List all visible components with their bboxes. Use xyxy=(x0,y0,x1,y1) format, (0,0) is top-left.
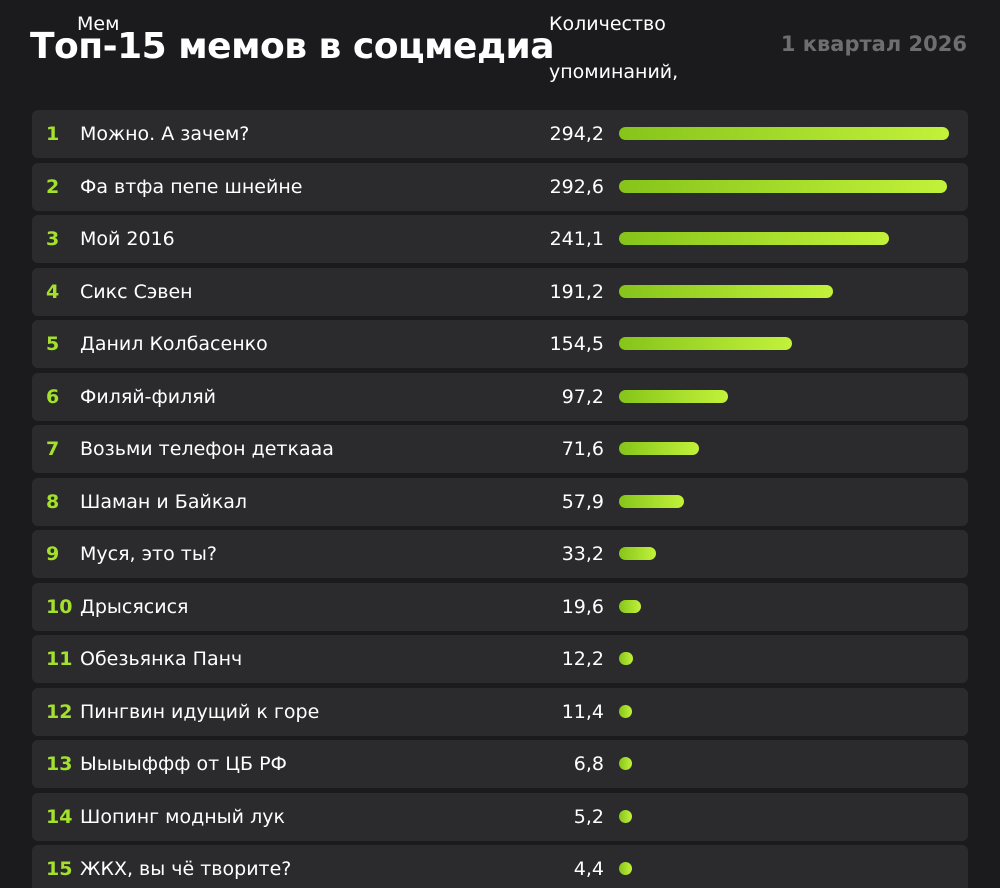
data-label: 6,8 xyxy=(573,753,604,775)
data-label: 57,9 xyxy=(561,490,604,513)
bar xyxy=(619,757,632,770)
category-label: Шопинг модный лук xyxy=(80,805,285,828)
bar xyxy=(619,179,948,193)
bar xyxy=(619,442,700,455)
data-label: 5,2 xyxy=(573,805,604,828)
chart-row: 6 Филяй-филяй 97,2 xyxy=(32,372,968,421)
rank-label: 3 xyxy=(46,228,60,250)
rank-label: 4 xyxy=(46,280,60,303)
data-label: 4,4 xyxy=(573,858,604,880)
rank-label: 5 xyxy=(46,333,60,355)
bar xyxy=(619,599,641,613)
chart-row: 12 Пингвин идущий к горе 11,4 xyxy=(32,687,968,736)
chart-row: 10 Дрысясися 19,6 xyxy=(32,582,968,631)
category-label: Шаман и Байкал xyxy=(80,490,248,513)
chart-row: 11 Обезьянка Панч 12,2 xyxy=(32,635,968,683)
data-label: 11,4 xyxy=(561,700,604,723)
rank-label: 14 xyxy=(46,805,73,828)
data-label: 71,6 xyxy=(561,438,604,460)
category-label: Дрысясися xyxy=(80,595,189,618)
bar xyxy=(619,547,657,560)
rank-label: 10 xyxy=(46,595,73,618)
chart-row: 7 Возьми телефон деткааа 71,6 xyxy=(32,425,968,473)
data-label: 154,5 xyxy=(549,333,604,355)
bar xyxy=(619,389,729,403)
bar xyxy=(619,494,684,508)
chart-row: 4 Сикс Сэвен 191,2 xyxy=(32,267,968,316)
chart-row: 8 Шаман и Байкал 57,9 xyxy=(32,477,968,526)
rank-label: 12 xyxy=(46,700,73,723)
chart-row: 14 Шопинг модный лук 5,2 xyxy=(32,792,968,841)
rank-label: 15 xyxy=(46,858,73,880)
category-label: Филяй-филяй xyxy=(80,385,216,408)
chart-row: 1 Можно. А зачем? 294,2 xyxy=(32,110,968,158)
bar-rows: 1 Можно. А зачем? 294,2 2 Фа втфа пепе шнейн… xyxy=(32,110,968,888)
bar xyxy=(619,704,632,718)
chart-row: 2 Фа втфа пепе шнейне 292,6 xyxy=(32,162,968,211)
rank-label: 1 xyxy=(46,123,60,145)
bar xyxy=(619,652,633,665)
rank-label: 9 xyxy=(46,543,60,565)
rank-label: 8 xyxy=(46,490,60,513)
chart-title: Топ-15 мемов в соцмедиа xyxy=(30,26,555,67)
category-label: Фа втфа пепе шнейне xyxy=(80,175,303,198)
chart-row: 13 Ыыыыффф от ЦБ РФ 6,8 xyxy=(32,740,968,788)
data-label: 191,2 xyxy=(549,280,604,303)
category-label: Возьми телефон деткааа xyxy=(80,438,334,460)
data-label: 241,1 xyxy=(549,228,604,250)
rank-label: 11 xyxy=(46,648,73,670)
chart-row: 5 Данил Колбасенко 154,5 xyxy=(32,320,968,368)
category-label: Обезьянка Панч xyxy=(80,648,243,670)
category-label: Пингвин идущий к горе xyxy=(80,700,320,723)
rank-label: 13 xyxy=(46,753,73,775)
data-label: 33,2 xyxy=(561,543,604,565)
data-label: 12,2 xyxy=(561,648,604,670)
column-header-name: Мем xyxy=(77,13,120,35)
chart-row: 3 Мой 2016 241,1 xyxy=(32,215,968,263)
category-label: ЖКХ, вы чё творите? xyxy=(80,858,292,880)
data-label: 19,6 xyxy=(561,595,604,618)
category-label: Можно. А зачем? xyxy=(80,123,250,145)
category-label: Ыыыыффф от ЦБ РФ xyxy=(80,753,287,775)
data-label: 294,2 xyxy=(549,123,604,145)
data-label: 97,2 xyxy=(561,385,604,408)
bar xyxy=(619,809,632,823)
bar xyxy=(619,284,834,298)
category-label: Муся, это ты? xyxy=(80,543,217,565)
rank-label: 2 xyxy=(46,175,60,198)
bar xyxy=(619,337,793,350)
category-label: Данил Колбасенко xyxy=(80,333,268,355)
bar xyxy=(619,862,632,875)
chart-row: 15 ЖКХ, вы чё творите? 4,4 xyxy=(32,845,968,888)
bar xyxy=(619,232,890,245)
period-label: 1 квартал 2026 xyxy=(780,32,967,56)
column-header-value: Количество упоминаний, тыс. xyxy=(549,13,679,131)
rank-label: 7 xyxy=(46,438,60,460)
bar xyxy=(619,127,949,140)
category-label: Мой 2016 xyxy=(80,228,175,250)
category-label: Сикс Сэвен xyxy=(80,280,193,303)
data-label: 292,6 xyxy=(549,175,604,198)
chart-row: 9 Муся, это ты? 33,2 xyxy=(32,530,968,578)
rank-label: 6 xyxy=(46,385,60,408)
